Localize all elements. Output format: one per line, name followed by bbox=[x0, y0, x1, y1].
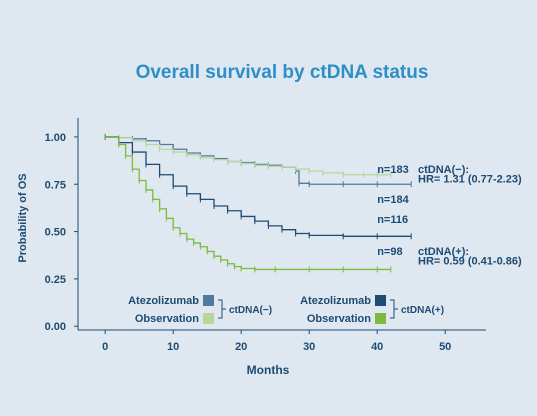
legend-swatch bbox=[375, 313, 386, 324]
x-tick-label: 50 bbox=[439, 341, 451, 353]
x-tick-label: 0 bbox=[102, 341, 108, 353]
x-tick-label: 30 bbox=[303, 341, 315, 353]
annotation-label: HR= 0.59 (0.41-0.86) bbox=[418, 256, 522, 268]
x-tick-label: 10 bbox=[167, 341, 179, 353]
annotation-label: ctDNA(+): bbox=[418, 246, 469, 258]
legend-item-label: Atezolizumab bbox=[300, 295, 371, 307]
legend-swatch bbox=[375, 295, 386, 306]
annotations: n=183 n=184 n=116 n=98 ctDNA(−):HR= 1.31 (0.… bbox=[377, 164, 522, 268]
x-tick-label: 20 bbox=[235, 341, 247, 353]
curve-line bbox=[105, 136, 391, 271]
legend-swatch bbox=[203, 295, 214, 306]
y-tick-label: 1.00 bbox=[45, 132, 66, 144]
curve-line bbox=[105, 136, 391, 176]
y-tick-label: 0.00 bbox=[45, 321, 66, 333]
legend-group-label: ctDNA(−) bbox=[229, 305, 272, 316]
curves bbox=[104, 133, 412, 273]
y-tick-label: 0.50 bbox=[45, 227, 66, 239]
y-tick-label: 0.25 bbox=[45, 274, 66, 286]
annotation-label: n=184 bbox=[377, 194, 409, 206]
legend-item-label: Observation bbox=[307, 313, 371, 325]
annotation-label: n=98 bbox=[377, 246, 402, 258]
legend-bracket bbox=[218, 299, 226, 319]
annotation-label: HR= 1.31 (0.77-2.23) bbox=[418, 173, 522, 185]
legend-swatch bbox=[203, 313, 214, 324]
legend-group-label: ctDNA(+) bbox=[401, 305, 444, 316]
legend-item-label: Atezolizumab bbox=[128, 295, 199, 307]
chart-title: Overall survival by ctDNA status bbox=[136, 62, 429, 83]
legend-bracket bbox=[390, 299, 398, 319]
annotation-label: n=116 bbox=[377, 214, 408, 226]
axes: 0 10 20 30 40 50 0.00 0.25 0.50 0.75 1.00 bbox=[45, 118, 486, 353]
legend-item-label: Observation bbox=[135, 313, 199, 325]
annotation-label: n=183 bbox=[377, 164, 409, 176]
annotation-label: ctDNA(−): bbox=[418, 164, 469, 176]
legend: Atezolizumab Observation ctDNA(−) Atezolizu… bbox=[128, 295, 444, 325]
y-tick-label: 0.75 bbox=[45, 179, 66, 191]
y-axis-label: Probability of OS bbox=[17, 173, 29, 262]
x-tick-label: 40 bbox=[371, 341, 383, 353]
x-axis-label: Months bbox=[247, 363, 290, 377]
curve-line bbox=[105, 136, 412, 237]
